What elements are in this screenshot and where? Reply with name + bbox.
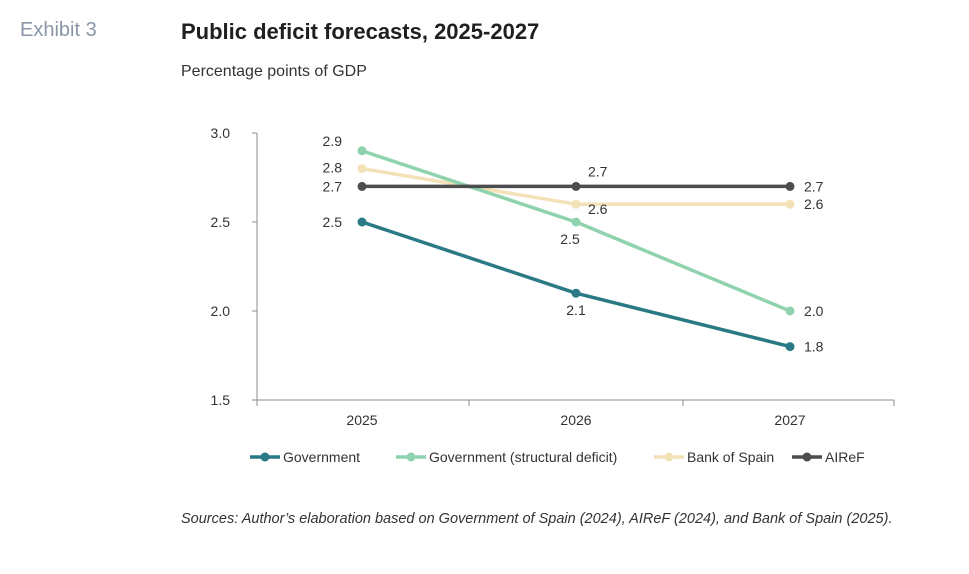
legend-swatch-marker: [406, 452, 416, 462]
data-label: 1.8: [804, 339, 824, 355]
data-label: 2.8: [323, 160, 343, 176]
data-label: 2.6: [588, 201, 608, 217]
data-point: [571, 199, 581, 209]
data-label: 2.7: [804, 178, 824, 194]
data-point: [357, 146, 367, 156]
data-label: 2.1: [566, 302, 586, 318]
exhibit-label: Exhibit 3: [20, 19, 97, 41]
sources-footnote: Sources: Author’s elaboration based on G…: [181, 511, 893, 527]
data-label: 2.6: [804, 196, 824, 212]
data-label: 2.0: [804, 303, 824, 319]
y-tick-label: 3.0: [211, 125, 231, 141]
y-tick-label: 2.5: [211, 214, 231, 230]
line-chart: 1.5 2.0 2.5 3.0 2025 2026 2027 2.5 2.1 1.8 2.9 2.5 2…: [211, 125, 895, 465]
data-point: [357, 181, 367, 191]
data-point: [357, 217, 367, 227]
legend-label: Government: [283, 449, 360, 465]
data-point: [785, 342, 795, 352]
y-tick-label: 1.5: [211, 392, 231, 408]
y-tick-label: 2.0: [211, 303, 231, 319]
data-point: [785, 199, 795, 209]
legend-label: Government (structural deficit): [429, 449, 617, 465]
legend-swatch-marker: [802, 452, 812, 462]
data-label: 2.7: [323, 178, 343, 194]
data-point: [785, 306, 795, 316]
data-point: [357, 164, 367, 174]
data-point: [785, 181, 795, 191]
data-label: 2.5: [560, 231, 580, 247]
legend-swatch-marker: [664, 452, 674, 462]
x-tick-label: 2025: [346, 412, 377, 428]
data-label: 2.5: [323, 214, 343, 230]
data-point: [571, 181, 581, 191]
legend-label: Bank of Spain: [687, 449, 774, 465]
x-tick-label: 2027: [774, 412, 805, 428]
chart-title: Public deficit forecasts, 2025-2027: [181, 19, 540, 44]
legend-swatch-marker: [260, 452, 270, 462]
data-label: 2.7: [588, 163, 608, 179]
x-tick-label: 2026: [560, 412, 591, 428]
legend-label: AIReF: [825, 449, 865, 465]
chart-subtitle: Percentage points of GDP: [181, 63, 367, 80]
data-point: [571, 217, 581, 227]
data-label: 2.9: [323, 133, 343, 149]
data-point: [571, 288, 581, 298]
